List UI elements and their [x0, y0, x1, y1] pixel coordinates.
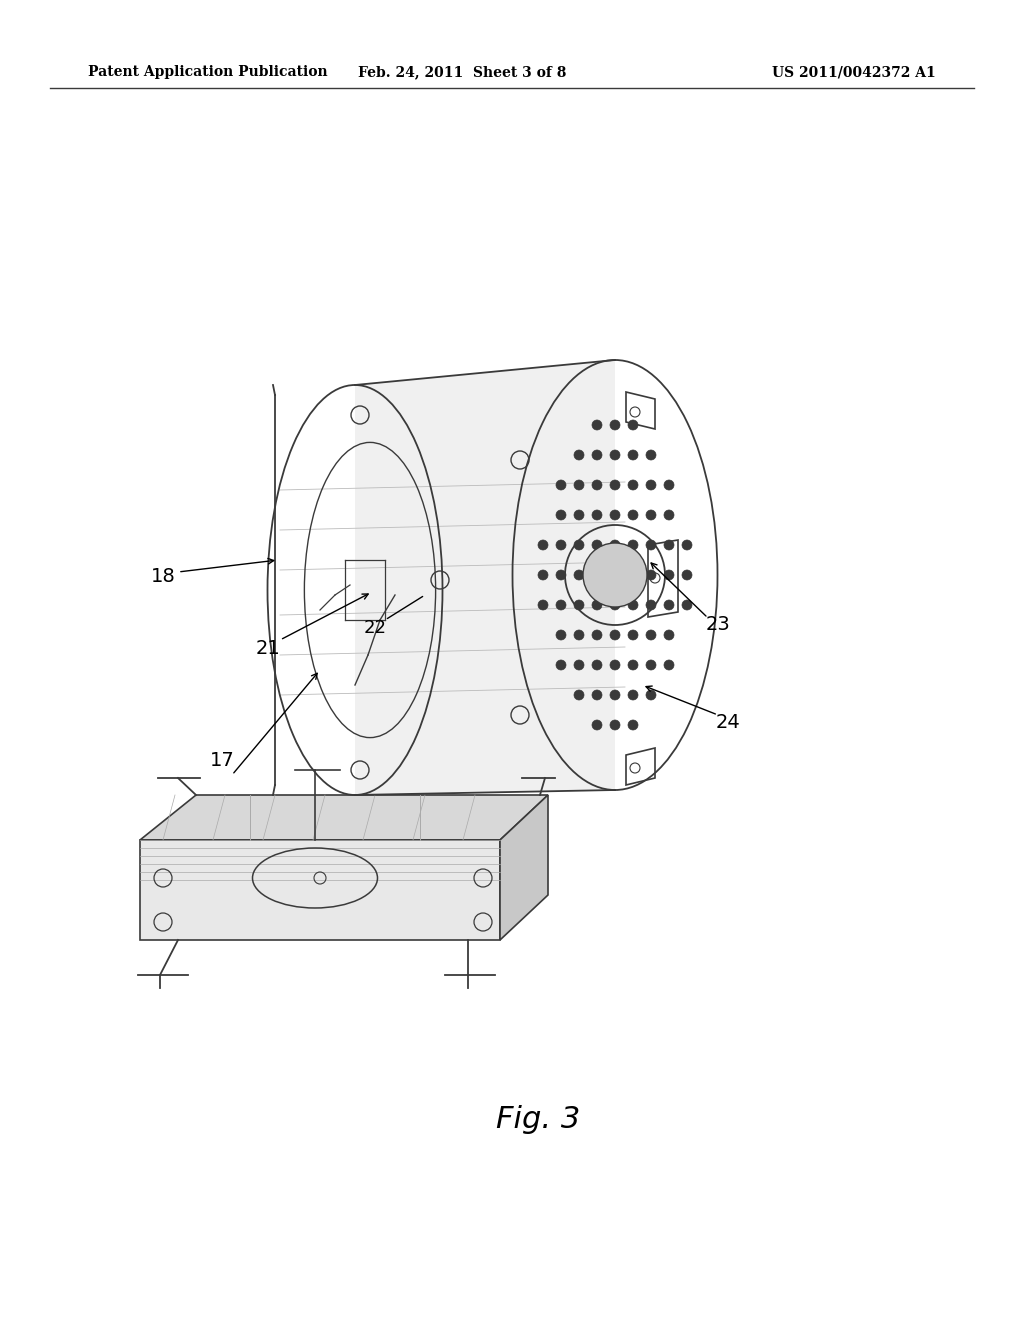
Circle shape	[664, 510, 674, 520]
Circle shape	[646, 660, 656, 671]
Circle shape	[610, 570, 620, 579]
Circle shape	[538, 601, 548, 610]
Circle shape	[538, 540, 548, 550]
Circle shape	[592, 719, 602, 730]
Circle shape	[646, 480, 656, 490]
Circle shape	[628, 630, 638, 640]
Circle shape	[646, 690, 656, 700]
Circle shape	[592, 570, 602, 579]
Circle shape	[592, 690, 602, 700]
Circle shape	[592, 480, 602, 490]
Circle shape	[574, 660, 584, 671]
Circle shape	[574, 601, 584, 610]
Circle shape	[592, 540, 602, 550]
Circle shape	[592, 450, 602, 459]
Circle shape	[628, 450, 638, 459]
Text: Patent Application Publication: Patent Application Publication	[88, 65, 328, 79]
Circle shape	[628, 660, 638, 671]
Polygon shape	[140, 795, 548, 840]
Circle shape	[664, 480, 674, 490]
Circle shape	[628, 480, 638, 490]
Text: US 2011/0042372 A1: US 2011/0042372 A1	[772, 65, 936, 79]
Circle shape	[664, 660, 674, 671]
Circle shape	[682, 540, 692, 550]
Text: Fig. 3: Fig. 3	[496, 1106, 581, 1134]
Circle shape	[574, 540, 584, 550]
Text: 17: 17	[210, 751, 234, 770]
Circle shape	[664, 570, 674, 579]
Circle shape	[646, 570, 656, 579]
Circle shape	[592, 601, 602, 610]
Circle shape	[628, 570, 638, 579]
Circle shape	[556, 570, 566, 579]
Circle shape	[646, 510, 656, 520]
Circle shape	[646, 601, 656, 610]
Circle shape	[574, 630, 584, 640]
Circle shape	[610, 540, 620, 550]
Circle shape	[556, 601, 566, 610]
Circle shape	[628, 510, 638, 520]
Circle shape	[610, 420, 620, 430]
Polygon shape	[355, 360, 615, 795]
Circle shape	[628, 601, 638, 610]
Circle shape	[610, 480, 620, 490]
Circle shape	[538, 570, 548, 579]
Circle shape	[664, 540, 674, 550]
Circle shape	[628, 540, 638, 550]
Text: Feb. 24, 2011  Sheet 3 of 8: Feb. 24, 2011 Sheet 3 of 8	[357, 65, 566, 79]
Circle shape	[574, 510, 584, 520]
Circle shape	[628, 690, 638, 700]
Circle shape	[574, 450, 584, 459]
Circle shape	[574, 690, 584, 700]
Circle shape	[556, 630, 566, 640]
Text: 21: 21	[256, 639, 281, 657]
Circle shape	[592, 660, 602, 671]
Circle shape	[610, 450, 620, 459]
Polygon shape	[500, 795, 548, 940]
Circle shape	[610, 660, 620, 671]
Circle shape	[610, 630, 620, 640]
Text: 18: 18	[151, 566, 175, 586]
Circle shape	[646, 630, 656, 640]
Circle shape	[574, 570, 584, 579]
Circle shape	[583, 543, 647, 607]
Circle shape	[610, 719, 620, 730]
Circle shape	[682, 601, 692, 610]
Text: 23: 23	[706, 615, 730, 635]
Circle shape	[556, 660, 566, 671]
Circle shape	[556, 480, 566, 490]
Circle shape	[664, 630, 674, 640]
Circle shape	[556, 510, 566, 520]
Text: 22: 22	[364, 619, 386, 638]
Text: 24: 24	[716, 713, 740, 731]
Circle shape	[592, 510, 602, 520]
Circle shape	[556, 540, 566, 550]
Circle shape	[592, 630, 602, 640]
Circle shape	[592, 420, 602, 430]
Circle shape	[628, 420, 638, 430]
Circle shape	[574, 480, 584, 490]
Circle shape	[628, 719, 638, 730]
Circle shape	[646, 540, 656, 550]
Circle shape	[610, 510, 620, 520]
Circle shape	[646, 450, 656, 459]
Polygon shape	[140, 840, 500, 940]
Circle shape	[664, 601, 674, 610]
Circle shape	[682, 570, 692, 579]
Circle shape	[610, 690, 620, 700]
Circle shape	[610, 601, 620, 610]
